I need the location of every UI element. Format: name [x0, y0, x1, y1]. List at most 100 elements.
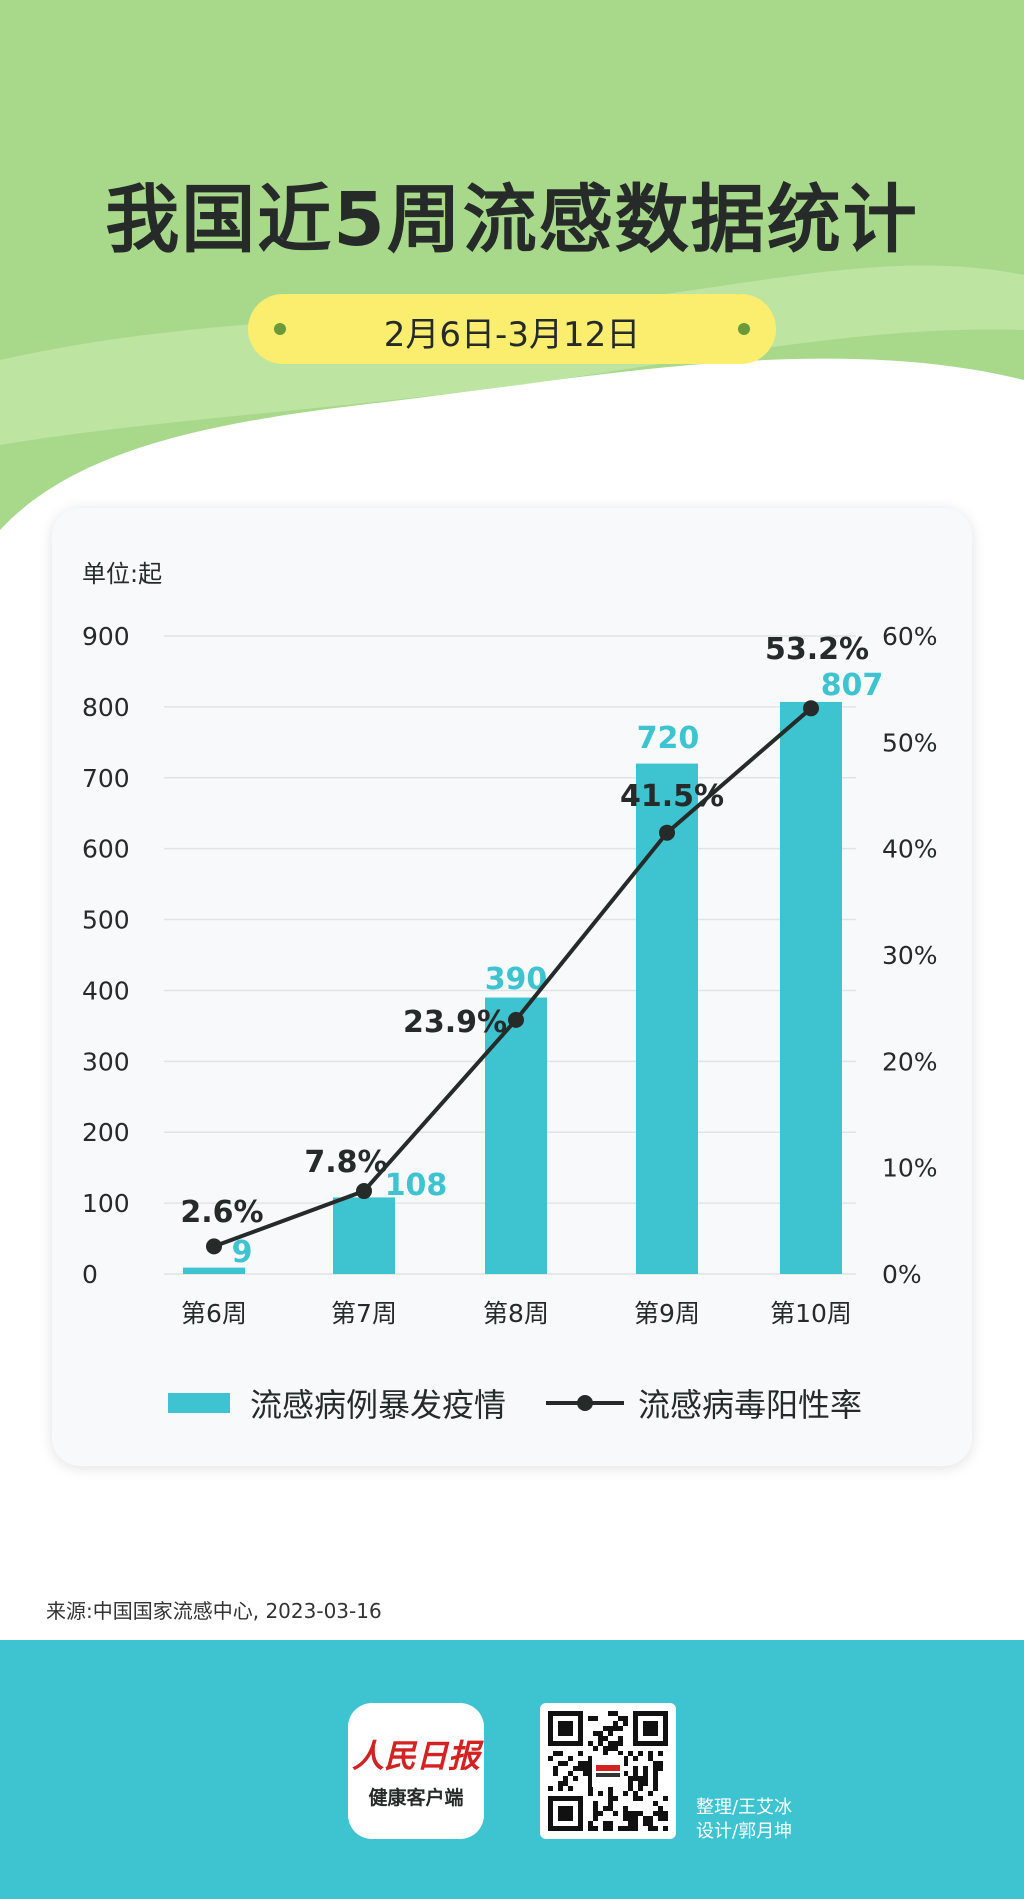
legend-line-swatch	[546, 1393, 624, 1413]
qr-module	[628, 1811, 633, 1816]
page-title: 我国近5周流感数据统计	[105, 177, 919, 263]
qr-module	[608, 1786, 613, 1791]
qr-module	[553, 1771, 558, 1776]
qr-module	[603, 1806, 608, 1811]
qr-module	[603, 1826, 608, 1831]
qr-module	[638, 1781, 643, 1786]
bar	[780, 701, 842, 1274]
qr-module	[608, 1791, 613, 1796]
qr-module	[633, 1816, 638, 1821]
line-point	[206, 1238, 222, 1255]
qr-module	[628, 1816, 633, 1821]
qr-module	[658, 1761, 663, 1766]
qr-module	[558, 1786, 563, 1791]
qr-module	[588, 1826, 593, 1831]
qr-module	[583, 1766, 588, 1771]
qr-module	[648, 1821, 653, 1826]
qr-module	[608, 1801, 613, 1806]
legend-item-line: 流感病毒阳性率	[546, 1380, 862, 1426]
qr-module	[598, 1811, 603, 1816]
qr-module	[573, 1776, 578, 1781]
legend-bar-label: 流感病例暴发疫情	[250, 1386, 507, 1424]
qr-module	[658, 1811, 663, 1816]
qr-module	[638, 1811, 643, 1816]
qr-module	[598, 1736, 603, 1741]
qr-module	[558, 1781, 563, 1786]
x-tick-label: 第10周	[770, 1299, 852, 1328]
qr-module	[663, 1811, 668, 1816]
qr-module	[568, 1771, 573, 1776]
qr-module	[588, 1756, 593, 1761]
y-left-tick-label: 0	[82, 1260, 98, 1289]
credit-editor: 整理/王艾冰	[696, 1797, 793, 1818]
qr-module	[623, 1826, 628, 1831]
legend-line-label: 流感病毒阳性率	[638, 1386, 863, 1424]
qr-module	[653, 1801, 658, 1806]
qr-module	[603, 1736, 608, 1741]
qr-module	[588, 1791, 593, 1796]
qr-module	[573, 1766, 578, 1771]
y-left-tick-label: 300	[82, 1047, 130, 1076]
qr-module	[578, 1751, 583, 1756]
qr-module	[633, 1766, 638, 1771]
qr-module	[628, 1826, 633, 1831]
line-point	[508, 1011, 524, 1028]
qr-module	[598, 1791, 603, 1796]
qr-module	[653, 1771, 658, 1776]
qr-module	[643, 1821, 648, 1826]
qr-module	[623, 1761, 628, 1766]
y-left-tick-label: 700	[82, 764, 130, 793]
qr-module	[583, 1771, 588, 1776]
x-tick-label: 第7周	[331, 1299, 397, 1328]
y-right-tick-label: 30%	[882, 941, 938, 970]
line-value-label: 2.6%	[180, 1195, 263, 1230]
qr-module	[633, 1811, 638, 1816]
qr-module	[633, 1821, 638, 1826]
qr-module	[608, 1826, 613, 1831]
bullet-dot-icon	[738, 323, 750, 335]
qr-module	[618, 1826, 623, 1831]
qr-module	[603, 1746, 608, 1751]
line-point	[356, 1183, 372, 1200]
qr-module	[623, 1756, 628, 1761]
qr-module	[653, 1766, 658, 1771]
logo-subtitle: 健康客户端	[368, 1787, 464, 1809]
qr-module	[593, 1716, 598, 1721]
line-point	[803, 700, 819, 717]
qr-module	[563, 1781, 568, 1786]
qr-module	[613, 1746, 618, 1751]
qr-module	[583, 1761, 588, 1766]
qr-module	[613, 1711, 618, 1716]
qr-module	[608, 1796, 613, 1801]
qr-module	[643, 1781, 648, 1786]
qr-module	[588, 1741, 593, 1746]
qr-module	[548, 1756, 553, 1761]
qr-module	[618, 1751, 623, 1756]
qr-module	[598, 1741, 603, 1746]
qr-module	[618, 1741, 623, 1746]
qr-module	[663, 1826, 668, 1831]
x-tick-label: 第8周	[483, 1299, 549, 1328]
y-left-tick-label: 800	[82, 693, 130, 722]
bar-value-label: 720	[637, 721, 700, 756]
qr-module	[608, 1711, 613, 1716]
logo-name: 人民日报	[351, 1737, 480, 1775]
qr-module	[598, 1731, 603, 1736]
bar-value-label: 9	[232, 1235, 253, 1270]
qr-module	[648, 1816, 653, 1821]
qr-module	[578, 1761, 583, 1766]
legend-item-bar: 流感病例暴发疫情	[168, 1380, 506, 1426]
qr-module	[558, 1761, 563, 1766]
line-point	[659, 824, 675, 841]
qr-module	[618, 1716, 623, 1721]
qr-module	[603, 1726, 608, 1731]
qr-module	[613, 1811, 618, 1816]
y-right-tick-label: 10%	[882, 1154, 938, 1183]
x-tick-label: 第6周	[181, 1299, 247, 1328]
qr-module	[623, 1716, 628, 1721]
qr-module	[633, 1771, 638, 1776]
qr-module	[653, 1786, 658, 1791]
line-value-label: 23.9%	[403, 1005, 507, 1040]
qr-module	[648, 1751, 653, 1756]
qr-module	[638, 1786, 643, 1791]
